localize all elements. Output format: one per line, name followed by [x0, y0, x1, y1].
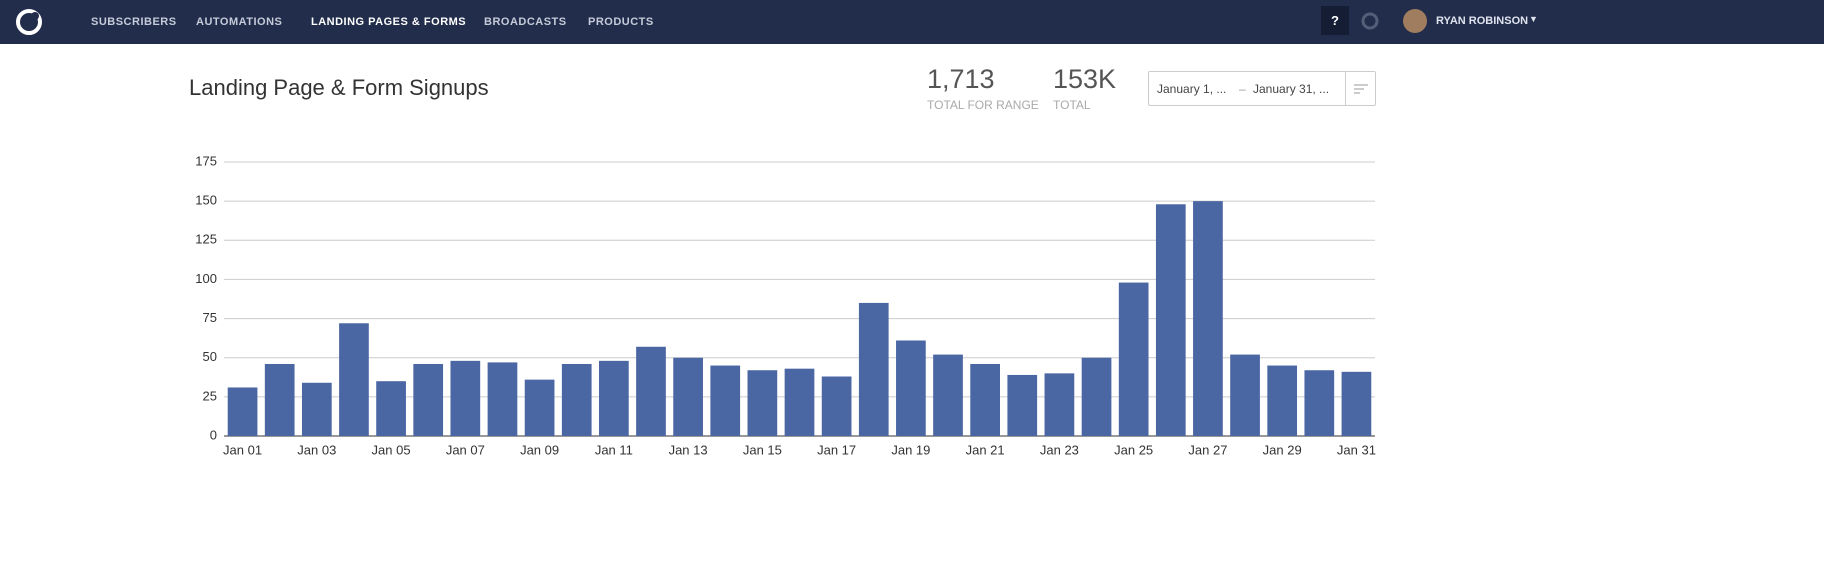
x-tick-label: Jan 17 — [817, 442, 856, 457]
bar — [1341, 371, 1372, 436]
bar — [1267, 365, 1298, 436]
x-tick-label: Jan 21 — [966, 442, 1005, 457]
dropdown-caret[interactable]: ▼ — [1529, 14, 1538, 24]
bar — [413, 363, 444, 436]
date-from[interactable]: January 1, ... — [1157, 82, 1227, 96]
bar — [821, 376, 852, 436]
bar — [450, 360, 481, 436]
x-tick-label: Jan 13 — [669, 442, 708, 457]
bar — [301, 382, 332, 436]
y-tick-label: 150 — [195, 193, 217, 208]
status-icon[interactable] — [1360, 11, 1380, 31]
y-tick-label: 0 — [210, 427, 217, 442]
nav-item[interactable]: PRODUCTS — [588, 16, 654, 28]
bar — [636, 346, 666, 436]
bar — [264, 363, 295, 436]
avatar[interactable] — [1403, 9, 1427, 33]
bar — [1155, 204, 1186, 436]
x-tick-label: Jan 15 — [743, 442, 782, 457]
x-tick-label: Jan 27 — [1188, 442, 1227, 457]
bar — [1193, 201, 1223, 436]
bar — [1118, 282, 1149, 436]
bar — [970, 363, 1000, 436]
bar — [487, 362, 518, 436]
bar — [524, 379, 555, 436]
stat-value: 153K — [1053, 64, 1117, 94]
bar — [673, 357, 703, 436]
bar — [1230, 354, 1260, 436]
stat-label: TOTAL FOR RANGE — [927, 98, 1039, 112]
date-range-picker[interactable]: January 1, ... – January 31, ... — [1148, 71, 1376, 106]
bar — [339, 323, 369, 436]
bar — [747, 370, 778, 436]
bar — [933, 354, 963, 436]
y-tick-label: 75 — [203, 310, 217, 325]
bar — [227, 387, 258, 436]
x-tick-label: Jan 07 — [446, 442, 485, 457]
date-separator: – — [1239, 82, 1246, 96]
stat-label: TOTAL — [1053, 98, 1091, 112]
y-tick-label: 25 — [203, 388, 217, 403]
nav-item[interactable]: LANDING PAGES & FORMS — [311, 16, 467, 28]
x-tick-label: Jan 23 — [1040, 442, 1079, 457]
x-tick-label: Jan 31 — [1337, 442, 1376, 457]
bar — [784, 368, 815, 436]
bar — [1081, 357, 1112, 436]
bar — [561, 363, 592, 436]
bar — [1007, 374, 1038, 436]
nav-item[interactable]: AUTOMATIONS — [196, 16, 283, 28]
x-tick-label: Jan 25 — [1114, 442, 1153, 457]
x-tick-label: Jan 03 — [297, 442, 336, 457]
bar — [858, 302, 889, 436]
nav-item[interactable]: SUBSCRIBERS — [91, 16, 177, 28]
chart: 0 25 50 75 100 125 150 175 Jan 01 Jan 03 Jan 05 Jan… — [195, 153, 1376, 457]
bar — [710, 365, 741, 436]
nav-bar: SUBSCRIBERS AUTOMATIONS LANDING PAGES & … — [0, 0, 1824, 44]
bar — [896, 340, 926, 436]
x-tick-label: Jan 05 — [372, 442, 411, 457]
bar — [376, 381, 406, 436]
date-to[interactable]: January 31, ... — [1253, 82, 1330, 96]
x-tick-label: Jan 11 — [595, 442, 633, 457]
y-tick-label: 125 — [195, 232, 217, 247]
y-tick-label: 100 — [195, 271, 217, 286]
filter-button[interactable] — [1345, 72, 1376, 105]
help-button[interactable]: ? — [1321, 6, 1349, 35]
x-tick-label: Jan 01 — [223, 442, 262, 457]
nav-item[interactable]: BROADCASTS — [484, 16, 567, 28]
y-tick-label: 175 — [195, 153, 217, 168]
y-tick-label: 50 — [203, 349, 217, 364]
bar — [599, 360, 629, 436]
x-tick-label: Jan 09 — [520, 442, 559, 457]
stat-value: 1,713 — [927, 64, 995, 94]
filter-icon — [1354, 84, 1368, 94]
user-name[interactable]: RYAN ROBINSON — [1436, 15, 1529, 27]
x-tick-label: Jan 29 — [1263, 442, 1302, 457]
page-title: Landing Page & Form Signups — [189, 75, 489, 100]
x-tick-label: Jan 19 — [891, 442, 930, 457]
bar — [1304, 370, 1335, 436]
bar — [1044, 373, 1075, 436]
logo[interactable] — [14, 7, 44, 37]
